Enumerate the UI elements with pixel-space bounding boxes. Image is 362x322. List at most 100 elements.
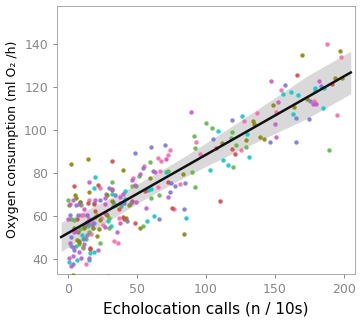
Point xyxy=(147,160,153,165)
Point xyxy=(167,189,173,194)
Point xyxy=(190,170,195,175)
Y-axis label: Oxygen consumption (ml O₂ /h): Oxygen consumption (ml O₂ /h) xyxy=(5,41,18,238)
Point xyxy=(239,113,245,118)
Point xyxy=(193,185,198,190)
Point xyxy=(219,141,225,146)
Point xyxy=(78,255,84,260)
Point xyxy=(104,192,110,197)
Point xyxy=(128,200,134,205)
Point xyxy=(254,110,260,116)
Point xyxy=(193,139,198,145)
Point xyxy=(273,121,278,127)
Point xyxy=(78,213,84,218)
Point xyxy=(114,230,120,235)
Point xyxy=(337,48,343,53)
Point xyxy=(243,137,249,143)
Point xyxy=(72,281,77,286)
Point xyxy=(81,224,87,229)
Point xyxy=(143,205,148,210)
Point xyxy=(117,215,122,221)
Point xyxy=(110,200,116,205)
Point xyxy=(310,101,316,107)
Point xyxy=(332,75,338,80)
Point xyxy=(88,218,94,223)
Point xyxy=(70,262,76,267)
Point xyxy=(118,204,123,209)
Point xyxy=(188,109,194,114)
Point xyxy=(84,220,89,225)
Point xyxy=(311,98,317,103)
Point xyxy=(269,79,274,84)
Point xyxy=(278,88,284,93)
Point xyxy=(229,147,235,152)
Point xyxy=(84,213,90,218)
Point xyxy=(80,245,85,250)
Point xyxy=(73,229,79,234)
Point xyxy=(140,224,146,229)
Point xyxy=(88,231,94,236)
Point xyxy=(210,136,216,141)
Point xyxy=(319,83,324,89)
Point xyxy=(306,116,312,121)
Point xyxy=(129,183,134,188)
Point xyxy=(85,201,90,206)
Point xyxy=(77,200,83,205)
Point xyxy=(321,86,327,91)
Point xyxy=(90,225,96,231)
Point xyxy=(87,220,93,225)
Point xyxy=(92,197,98,202)
Point xyxy=(91,202,97,207)
Point xyxy=(68,243,74,248)
Point xyxy=(191,146,197,151)
Point xyxy=(163,169,169,175)
Point xyxy=(142,189,147,194)
Point xyxy=(246,154,252,159)
Point xyxy=(270,102,276,108)
Point xyxy=(90,201,96,206)
Point xyxy=(87,189,92,194)
Point xyxy=(84,220,89,225)
Point xyxy=(312,86,317,91)
Point xyxy=(163,156,169,162)
Point xyxy=(213,146,219,151)
Point xyxy=(93,215,98,220)
Point xyxy=(172,183,178,188)
Point xyxy=(182,180,188,185)
Point xyxy=(117,195,123,200)
Point xyxy=(241,118,247,124)
Point xyxy=(87,246,93,251)
Point xyxy=(150,169,156,174)
Point xyxy=(96,227,102,232)
Point xyxy=(312,100,318,105)
Point xyxy=(102,202,108,207)
Point xyxy=(156,192,162,197)
Point xyxy=(77,199,83,204)
Point xyxy=(76,249,82,254)
Point xyxy=(70,197,76,203)
Point xyxy=(84,221,90,226)
X-axis label: Echolocation calls (n / 10s): Echolocation calls (n / 10s) xyxy=(103,301,309,317)
Point xyxy=(72,229,77,234)
Point xyxy=(257,135,263,140)
Point xyxy=(165,168,171,174)
Point xyxy=(92,174,98,179)
Point xyxy=(103,211,109,216)
Point xyxy=(181,207,186,212)
Point xyxy=(267,139,273,144)
Point xyxy=(169,180,174,185)
Point xyxy=(153,169,159,175)
Point xyxy=(230,165,236,170)
Point xyxy=(148,196,154,201)
Point xyxy=(68,217,74,222)
Point xyxy=(230,130,235,135)
Point xyxy=(275,100,281,105)
Point xyxy=(215,128,220,134)
Point xyxy=(81,241,87,246)
Point xyxy=(151,214,157,219)
Point xyxy=(225,163,231,168)
Point xyxy=(144,218,150,223)
Point xyxy=(169,205,175,210)
Point xyxy=(82,235,88,241)
Point xyxy=(68,263,74,269)
Point xyxy=(86,216,92,222)
